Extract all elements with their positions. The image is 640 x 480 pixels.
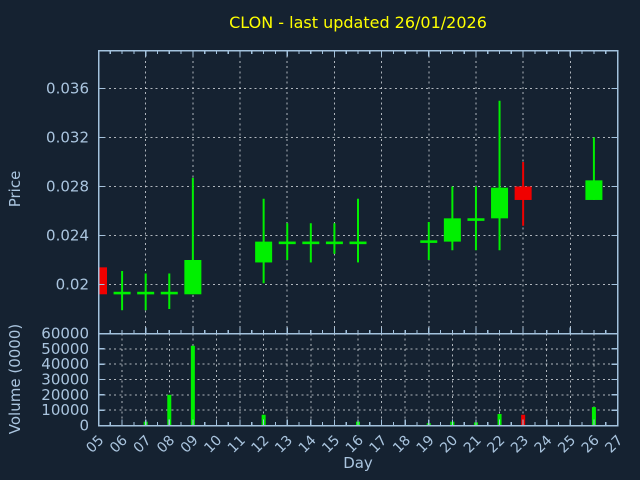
svg-text:10: 10	[201, 433, 225, 457]
svg-text:10000: 10000	[41, 401, 89, 419]
candle-day-8	[160, 273, 178, 309]
price-grid	[98, 50, 618, 334]
svg-text:30000: 30000	[41, 371, 89, 389]
candle-day-7	[137, 273, 155, 311]
svg-text:17: 17	[366, 433, 390, 457]
svg-text:16: 16	[343, 432, 367, 456]
svg-text:07: 07	[131, 433, 155, 457]
svg-text:18: 18	[390, 433, 414, 457]
day-axis-label: Day	[343, 454, 373, 472]
svg-text:20: 20	[437, 433, 461, 457]
svg-text:0.032: 0.032	[46, 128, 89, 146]
candle-day-20	[443, 186, 461, 251]
candle-day-19	[420, 222, 438, 260]
volume-axis-label: Volume (0000)	[6, 323, 24, 435]
svg-text:0.028: 0.028	[46, 177, 89, 195]
svg-text:06: 06	[107, 432, 131, 456]
svg-text:21: 21	[461, 433, 485, 457]
svg-text:05: 05	[83, 433, 107, 457]
svg-text:0.024: 0.024	[46, 226, 89, 244]
candle-day-9	[184, 177, 202, 295]
svg-text:25: 25	[555, 433, 579, 457]
svg-text:20000: 20000	[41, 386, 89, 404]
candle-day-13	[278, 223, 296, 260]
svg-text:22: 22	[484, 433, 508, 457]
svg-text:0: 0	[79, 417, 89, 435]
svg-text:09: 09	[178, 433, 202, 457]
svg-text:19: 19	[414, 433, 438, 457]
candle-day-5	[98, 267, 107, 295]
svg-text:08: 08	[154, 433, 178, 457]
price-tick-labels: 0.02 0.024 0.028 0.032 0.036	[46, 79, 89, 293]
volume-bars	[143, 345, 596, 426]
chart-title: CLON - last updated 26/01/2026	[229, 13, 487, 32]
price-axis-label: Price	[6, 170, 24, 208]
tick-marks	[98, 50, 618, 426]
svg-text:27: 27	[602, 433, 626, 457]
svg-text:15: 15	[319, 433, 343, 457]
candle-day-26	[585, 137, 603, 200]
svg-text:14: 14	[296, 432, 320, 456]
svg-text:12: 12	[249, 433, 273, 457]
candle-day-14	[302, 223, 320, 263]
svg-text:0.02: 0.02	[56, 275, 89, 293]
candle-day-12	[255, 198, 273, 284]
volume-bar-day-9	[190, 345, 195, 426]
svg-text:50000: 50000	[41, 340, 89, 358]
price-panel	[97, 49, 619, 335]
svg-text:24: 24	[532, 432, 556, 456]
svg-text:13: 13	[272, 433, 296, 457]
candle-day-22	[491, 100, 509, 251]
candle-day-15	[325, 223, 343, 254]
day-tick-labels: 05 06 07 08 09 10 11 12 13 14 15 16 17 18 19 20 21 22 23 24…	[83, 432, 626, 456]
candle-day-23	[514, 161, 532, 226]
svg-text:23: 23	[508, 433, 532, 457]
svg-text:40000: 40000	[41, 355, 89, 373]
svg-text:11: 11	[225, 433, 249, 457]
candle-day-6	[113, 271, 131, 311]
volume-bar-day-8	[167, 394, 172, 426]
svg-text:26: 26	[579, 432, 603, 456]
svg-text:0.036: 0.036	[46, 79, 89, 97]
volume-bar-day-26	[591, 407, 596, 426]
candle-day-16	[349, 198, 367, 263]
candles	[98, 100, 603, 311]
volume-grid	[98, 333, 618, 426]
svg-text:60000: 60000	[41, 325, 89, 343]
candle-day-21	[467, 186, 485, 251]
